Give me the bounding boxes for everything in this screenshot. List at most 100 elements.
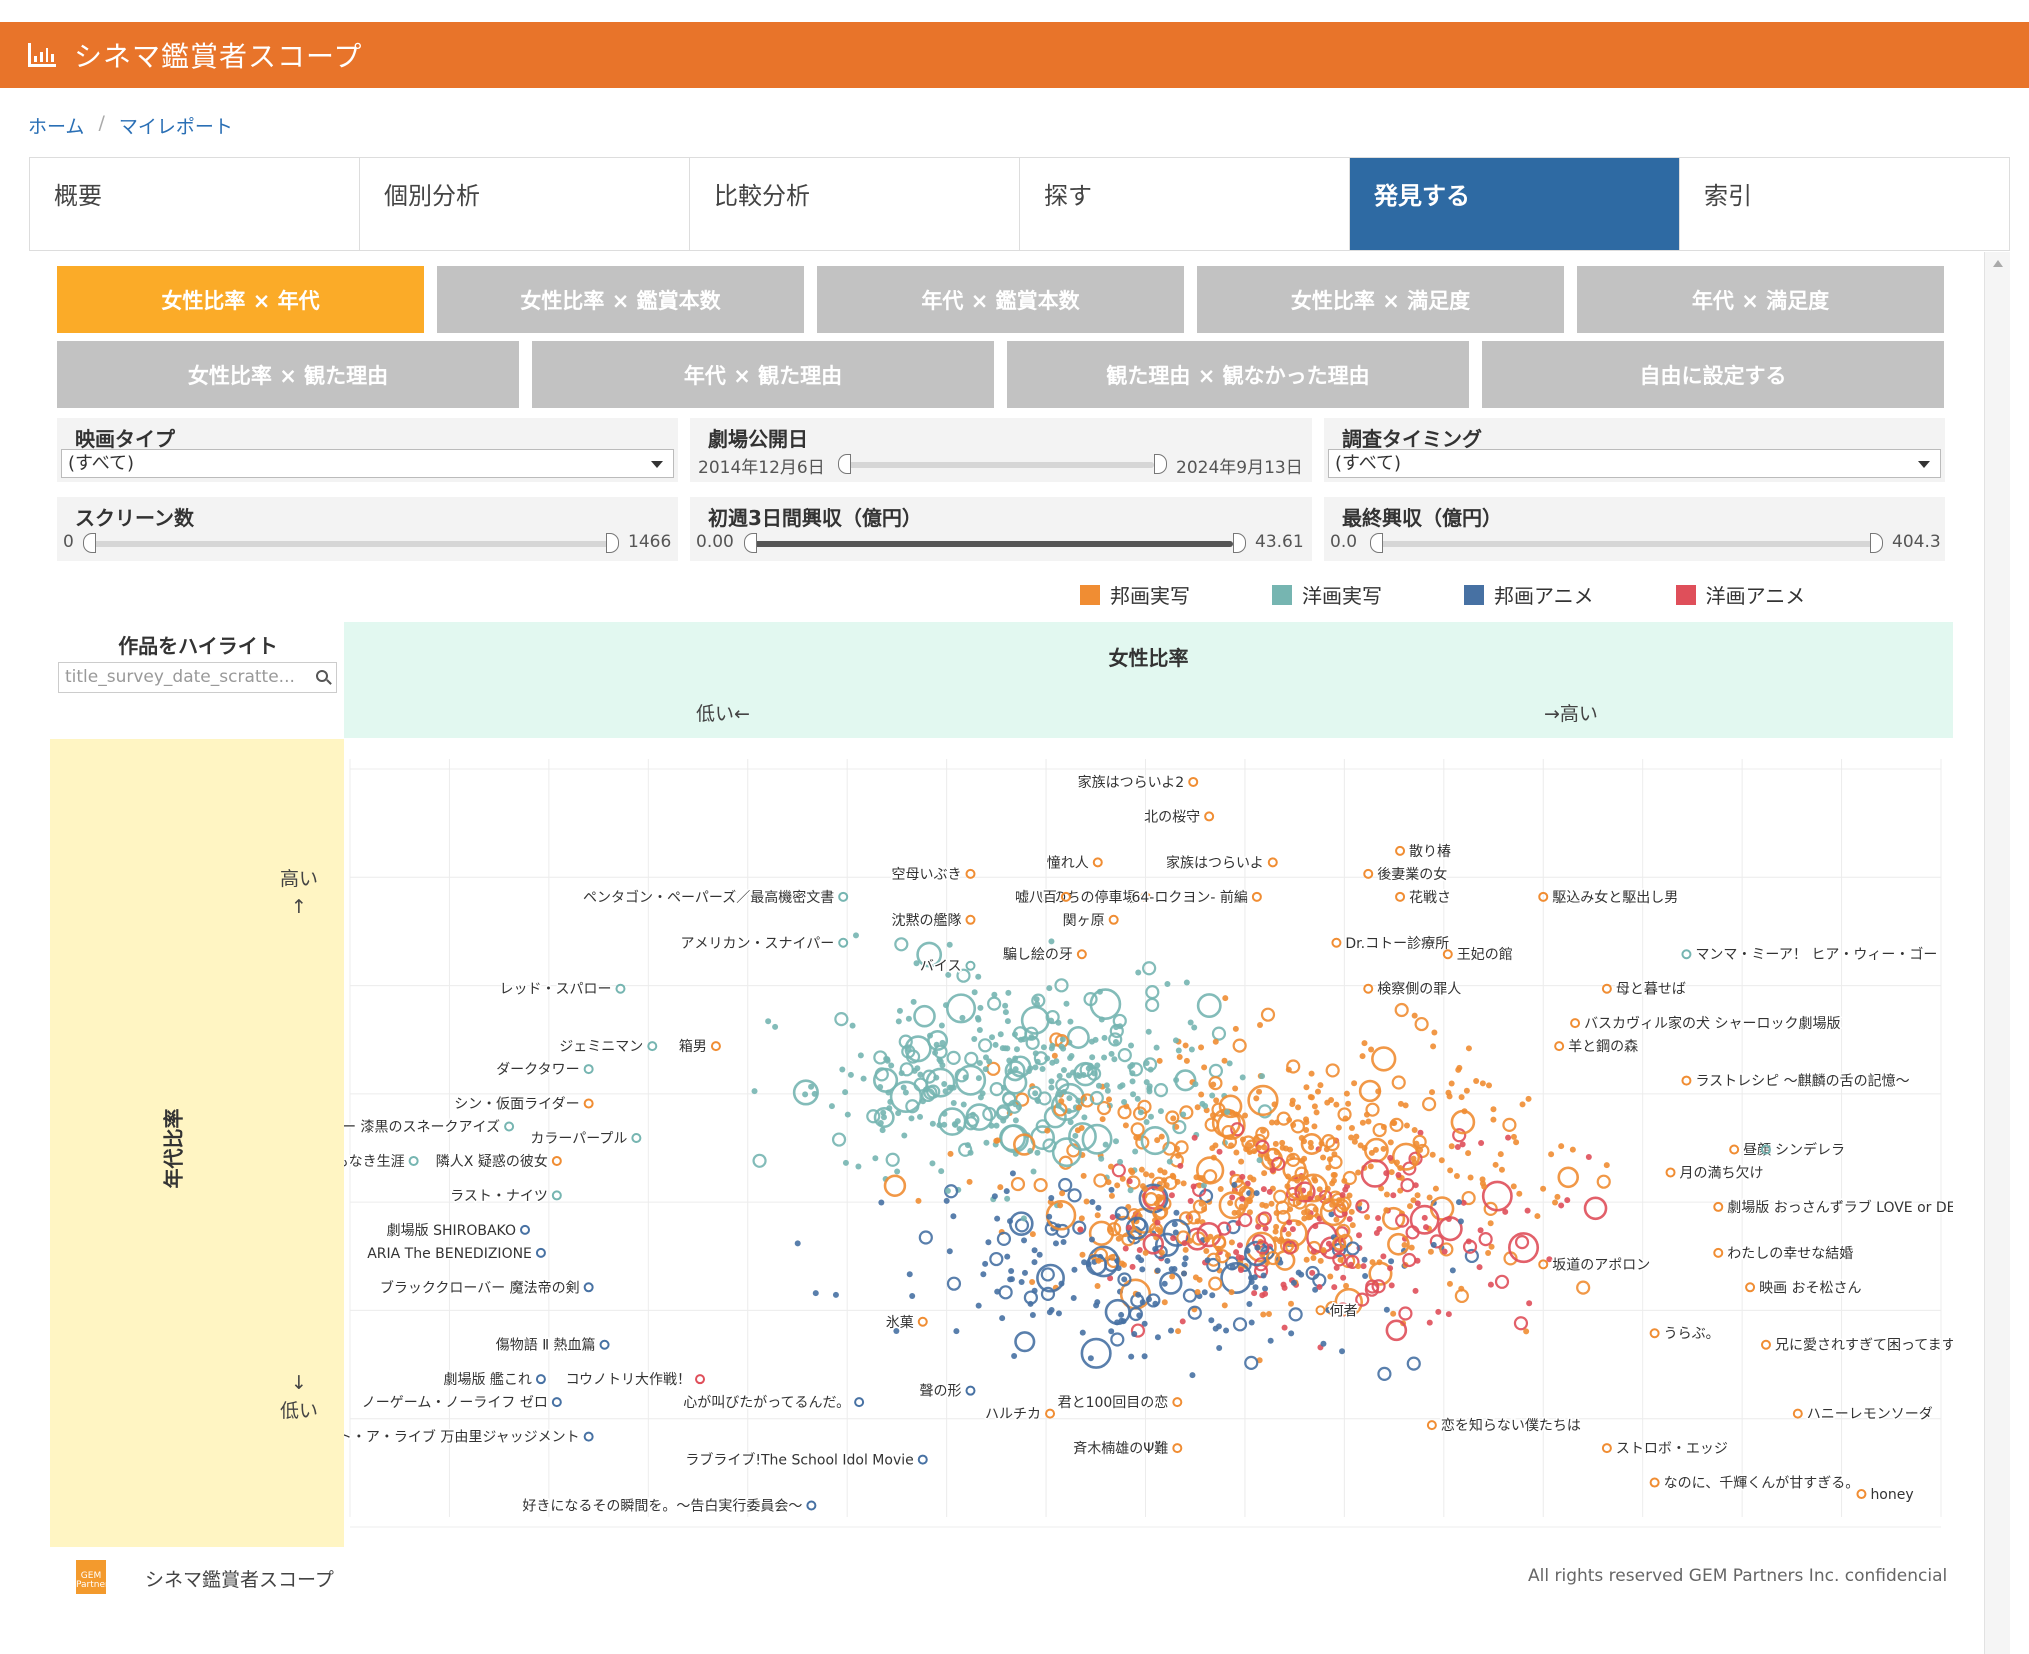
view-button-female-satisfaction[interactable]: 女性比率 × 満足度 [1197,266,1564,333]
scatter-point[interactable] [1359,1053,1366,1060]
scatter-point[interactable] [1388,1282,1395,1289]
scatter-point[interactable] [1235,1209,1242,1216]
scatter-point[interactable] [1208,1276,1223,1291]
scatter-point[interactable] [1454,1144,1461,1151]
scatter-point[interactable] [1339,1348,1346,1355]
scatter-point[interactable] [1308,1094,1315,1101]
scatter-point[interactable] [1154,1137,1161,1144]
scatter-point[interactable] [1231,1181,1238,1188]
scatter-point[interactable] [1169,1172,1176,1179]
scatter-point[interactable] [1012,1117,1019,1124]
scatter-point[interactable] [1313,1109,1320,1116]
scatter-point[interactable] [1119,1082,1126,1089]
scatter-point[interactable] [1387,1139,1394,1146]
scatter-point[interactable] [906,1271,913,1278]
scatter-point[interactable] [1013,1133,1036,1156]
scatter-point[interactable] [997,1031,1004,1038]
scatter-point[interactable] [946,941,953,948]
scatter-point[interactable] [909,1292,916,1299]
scatter-point[interactable] [1088,1236,1095,1243]
scatter-point[interactable] [866,1109,881,1124]
scatter-point[interactable] [1431,1029,1438,1036]
scatter-point[interactable] [1346,1215,1353,1222]
scatter-point[interactable] [1289,1153,1296,1160]
scatter-point[interactable] [1513,1316,1529,1331]
scatter-point[interactable] [1221,1124,1236,1140]
scatter-point[interactable] [1145,997,1160,1013]
scatter-point[interactable] [1523,1328,1530,1335]
scatter-point[interactable] [873,1106,895,1128]
scatter-point[interactable] [1224,1109,1231,1116]
scatter-point[interactable] [878,1199,885,1206]
scatter-point[interactable] [1336,1197,1343,1204]
scatter-point[interactable] [1427,1248,1434,1255]
scatter-point[interactable] [937,1107,967,1136]
scatter-point[interactable] [1195,1156,1225,1185]
scatter-point[interactable] [1226,1220,1241,1235]
scatter-point[interactable] [847,1071,854,1078]
scatter-point[interactable] [1365,1102,1380,1117]
scatter-point[interactable] [880,1114,887,1121]
scatter-point[interactable] [1212,1038,1219,1045]
scatter-point[interactable] [1158,1133,1165,1140]
scatter-point[interactable] [1395,1171,1402,1178]
scatter-point[interactable] [1268,1119,1275,1126]
labeled-point[interactable] [1045,1408,1056,1419]
scatter-point[interactable] [1009,1055,1032,1078]
scatter-point[interactable] [1009,1170,1016,1177]
scatter-point[interactable] [1172,1037,1179,1044]
scatter-point[interactable] [1271,1101,1278,1108]
scatter-point[interactable] [1136,1247,1143,1254]
scatter-point[interactable] [918,1230,933,1245]
breadcrumb-my-report[interactable]: マイレポート [118,116,233,138]
scatter-point[interactable] [839,1066,846,1073]
scatter-point[interactable] [1303,1084,1310,1091]
scatter-point[interactable] [901,1132,908,1139]
scatter-point[interactable] [1020,1215,1027,1222]
scatter-point[interactable] [1172,1119,1187,1135]
scatter-point[interactable] [1015,1092,1030,1107]
scatter-point[interactable] [1455,1066,1462,1073]
scatter-point[interactable] [1341,1177,1348,1184]
scatter-point[interactable] [1355,1199,1370,1214]
labeled-point[interactable] [520,1224,531,1235]
scatter-point[interactable] [1238,1266,1245,1273]
scatter-point[interactable] [977,1004,984,1011]
scatter-point[interactable] [982,1066,989,1073]
scatter-point[interactable] [1558,1143,1565,1150]
scatter-point[interactable] [1182,1255,1189,1262]
scatter-point[interactable] [880,1109,887,1116]
scatter-point[interactable] [802,1091,809,1098]
scatter-point[interactable] [1310,1248,1317,1255]
tab-individual-analysis[interactable]: 個別分析 [360,158,690,250]
scatter-point[interactable] [1435,1308,1442,1315]
scatter-point[interactable] [1294,1166,1309,1181]
scatter-point[interactable] [1081,1123,1113,1155]
scatter-point[interactable] [1526,1300,1533,1307]
scatter-point[interactable] [1263,1202,1270,1209]
labeled-point[interactable] [408,1155,419,1166]
scatter-point[interactable] [1034,1058,1041,1065]
scatter-point[interactable] [994,1215,1001,1222]
scatter-point[interactable] [913,1004,936,1028]
scatter-point[interactable] [1423,1224,1430,1231]
scatter-point[interactable] [896,1007,903,1014]
scatter-point[interactable] [1387,1154,1394,1161]
scatter-point[interactable] [1381,1206,1406,1231]
scatter-point[interactable] [1055,1102,1062,1109]
scatter-point[interactable] [889,1080,923,1114]
legend-item[interactable]: 邦画実写 [1080,580,1190,609]
scatter-point[interactable] [1397,1100,1404,1107]
scatter-point[interactable] [1175,1328,1182,1335]
scatter-point[interactable] [980,1271,987,1278]
scatter-point[interactable] [1148,1172,1155,1179]
scatter-point[interactable] [1446,1280,1453,1287]
scatter-point[interactable] [1046,985,1053,992]
scatter-point[interactable] [1355,1292,1370,1307]
scatter-point[interactable] [1128,1042,1135,1049]
scatter-point[interactable] [1131,1331,1138,1338]
scatter-point[interactable] [1054,978,1069,993]
scatter-point[interactable] [1187,1305,1202,1320]
scatter-point[interactable] [966,1178,973,1185]
scatter-point[interactable] [971,1036,978,1043]
